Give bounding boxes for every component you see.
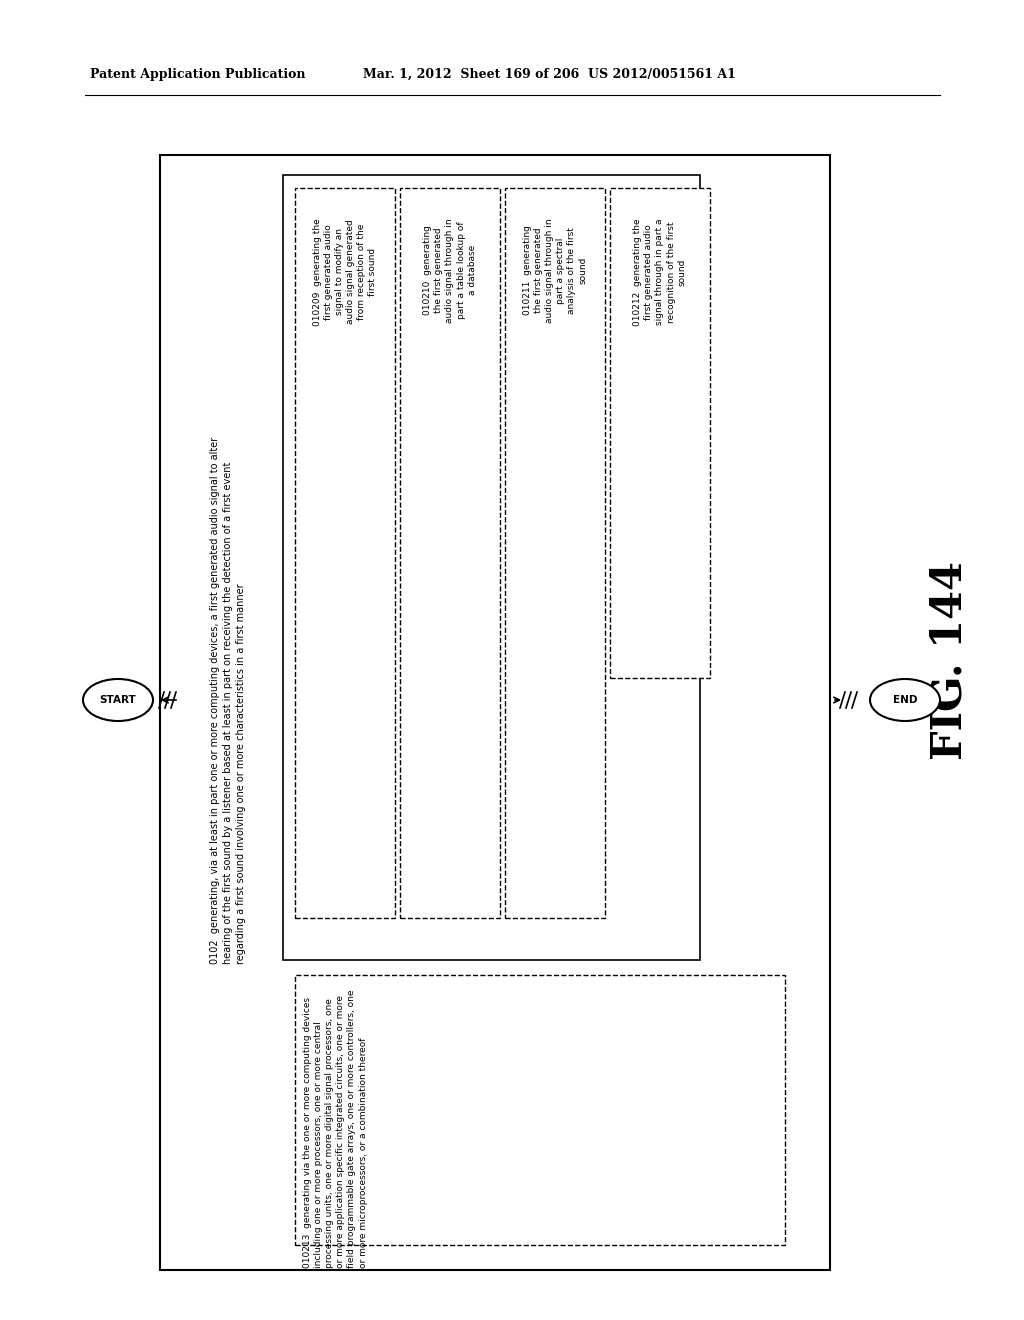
Bar — [610, 187, 710, 678]
Text: FIG. 144: FIG. 144 — [929, 561, 971, 759]
Text: START: START — [99, 696, 136, 705]
Ellipse shape — [83, 678, 153, 721]
Text: 010210  generating
the first generated
audio signal through in
part a table look: 010210 generating the first generated au… — [423, 218, 477, 322]
Text: END: END — [893, 696, 918, 705]
Text: 0102  generating, via at least in part one or more computing devices, a first ge: 0102 generating, via at least in part on… — [210, 437, 247, 964]
Text: Patent Application Publication: Patent Application Publication — [90, 69, 305, 81]
Ellipse shape — [870, 678, 940, 721]
Bar — [295, 975, 785, 1245]
Bar — [400, 187, 500, 917]
Bar — [295, 187, 395, 917]
Text: 010212  generating the
first generated audio
signal through in part a
recognitio: 010212 generating the first generated au… — [633, 218, 687, 326]
Bar — [283, 176, 700, 960]
Text: 010213  generating via the one or more computing devices
including one or more p: 010213 generating via the one or more co… — [303, 990, 368, 1269]
Text: 010211  generating
the first generated
audio signal through in
part a spectral
a: 010211 generating the first generated au… — [522, 218, 587, 322]
Text: Mar. 1, 2012  Sheet 169 of 206  US 2012/0051561 A1: Mar. 1, 2012 Sheet 169 of 206 US 2012/00… — [362, 69, 736, 81]
Bar — [160, 154, 830, 1270]
Text: 010209  generating the
first generated audio
signal to modify an
audio signal ge: 010209 generating the first generated au… — [312, 218, 377, 326]
Bar — [505, 187, 605, 917]
